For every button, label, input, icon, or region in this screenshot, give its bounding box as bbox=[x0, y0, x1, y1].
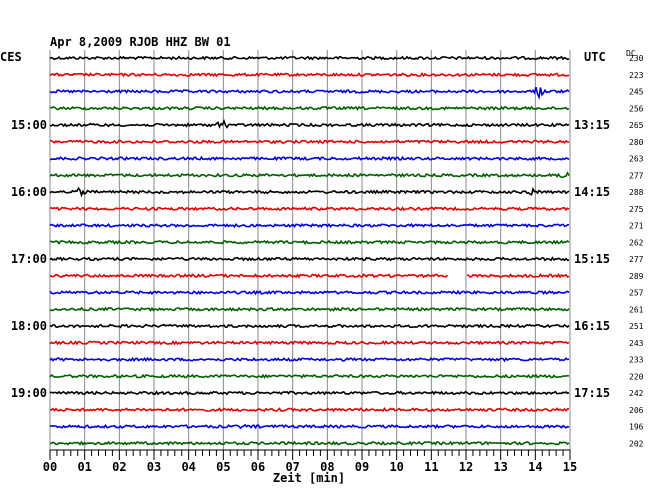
x-tick-label-13: 13 bbox=[493, 460, 507, 474]
dc-value-15: 261 bbox=[629, 305, 644, 314]
trace-6 bbox=[49, 155, 570, 162]
x-tick-label-07: 07 bbox=[285, 460, 299, 474]
dc-value-0: 230 bbox=[629, 54, 644, 63]
left-time-label: 18:00 bbox=[11, 319, 47, 333]
x-tick-label-06: 06 bbox=[251, 460, 265, 474]
dc-value-18: 233 bbox=[629, 356, 644, 365]
trace-22 bbox=[49, 423, 570, 430]
trace-2 bbox=[49, 86, 570, 101]
right-time-label: 14:15 bbox=[574, 185, 610, 199]
left-time-label: 19:00 bbox=[11, 386, 47, 400]
left-time-label: 16:00 bbox=[11, 185, 47, 199]
right-time-label: 15:15 bbox=[574, 252, 610, 266]
trace-16 bbox=[49, 323, 570, 329]
trace-4 bbox=[50, 118, 570, 130]
x-tick-label-09: 09 bbox=[355, 460, 369, 474]
right-time-label: 13:15 bbox=[574, 118, 610, 132]
trace-5 bbox=[49, 139, 570, 145]
dc-value-11: 262 bbox=[629, 238, 644, 247]
dc-value-12: 277 bbox=[629, 255, 644, 264]
dc-value-20: 242 bbox=[629, 389, 644, 398]
trace-21 bbox=[49, 407, 570, 413]
trace-15 bbox=[49, 306, 570, 312]
x-axis-label: Zeit [min] bbox=[273, 471, 345, 485]
trace-23 bbox=[49, 440, 570, 446]
trace-11 bbox=[49, 239, 570, 245]
trace-9 bbox=[49, 206, 570, 212]
trace-19 bbox=[49, 373, 570, 379]
dc-value-2: 245 bbox=[629, 88, 644, 97]
dc-value-5: 280 bbox=[629, 138, 644, 147]
dc-value-22: 196 bbox=[629, 423, 644, 432]
dc-value-19: 220 bbox=[629, 372, 644, 381]
right-time-label: 17:15 bbox=[574, 386, 610, 400]
dc-value-21: 206 bbox=[629, 406, 644, 415]
trace-0 bbox=[49, 55, 570, 61]
dc-value-4: 265 bbox=[629, 121, 644, 130]
dc-value-9: 275 bbox=[629, 205, 644, 214]
x-tick-label-01: 01 bbox=[77, 460, 91, 474]
trace-20 bbox=[49, 390, 570, 396]
trace-12 bbox=[49, 256, 569, 262]
trace-17 bbox=[49, 339, 570, 346]
x-tick-label-11: 11 bbox=[424, 460, 438, 474]
dc-value-17: 243 bbox=[629, 339, 644, 348]
left-time-label: 17:00 bbox=[11, 252, 47, 266]
dc-value-23: 202 bbox=[629, 439, 644, 448]
traces: 230 223 245 256 265 280 263 277 288 275 271 262 277 2… bbox=[49, 54, 644, 448]
dc-value-13: 289 bbox=[629, 272, 644, 281]
x-tick-label-03: 03 bbox=[147, 460, 161, 474]
right-axis-label: UTC bbox=[584, 50, 606, 64]
trace-18 bbox=[49, 356, 570, 363]
x-axis: 00 01 02 03 04 05 06 07 08 09 10 11 12 13 14 15 bbox=[43, 449, 577, 474]
dc-value-14: 257 bbox=[629, 289, 644, 298]
trace-14 bbox=[49, 289, 570, 296]
x-tick-label-02: 02 bbox=[112, 460, 126, 474]
grid-lines bbox=[49, 50, 571, 450]
x-tick-label-00: 00 bbox=[43, 460, 57, 474]
time-labels: 15:00 13:15 16:00 14:15 17:00 15:15 18:00 16:15… bbox=[11, 118, 610, 400]
dc-value-6: 263 bbox=[629, 155, 644, 164]
trace-13 bbox=[49, 272, 570, 279]
trace-8 bbox=[49, 186, 570, 198]
left-time-label: 15:00 bbox=[11, 118, 47, 132]
dc-value-7: 277 bbox=[629, 171, 644, 180]
dc-value-3: 256 bbox=[629, 104, 644, 113]
x-tick-label-10: 10 bbox=[389, 460, 403, 474]
dc-header: DC bbox=[626, 49, 636, 58]
trace-10 bbox=[49, 222, 570, 229]
right-time-label: 16:15 bbox=[574, 319, 610, 333]
trace-3 bbox=[49, 105, 570, 111]
dc-value-8: 288 bbox=[629, 188, 644, 197]
x-tick-label-05: 05 bbox=[216, 460, 230, 474]
x-tick-label-12: 12 bbox=[459, 460, 473, 474]
x-tick-label-08: 08 bbox=[320, 460, 334, 474]
left-axis-label: CES bbox=[0, 50, 22, 64]
x-tick-label-14: 14 bbox=[528, 460, 542, 474]
dc-value-16: 251 bbox=[629, 322, 644, 331]
trace-1 bbox=[49, 71, 570, 78]
chart-title: Apr 8,2009 RJOB HHZ BW 01 bbox=[50, 35, 231, 49]
x-tick-label-04: 04 bbox=[181, 460, 195, 474]
dc-value-10: 271 bbox=[629, 222, 644, 231]
trace-7 bbox=[49, 171, 570, 179]
x-tick-label-15: 15 bbox=[563, 460, 577, 474]
dc-value-1: 223 bbox=[629, 71, 644, 80]
